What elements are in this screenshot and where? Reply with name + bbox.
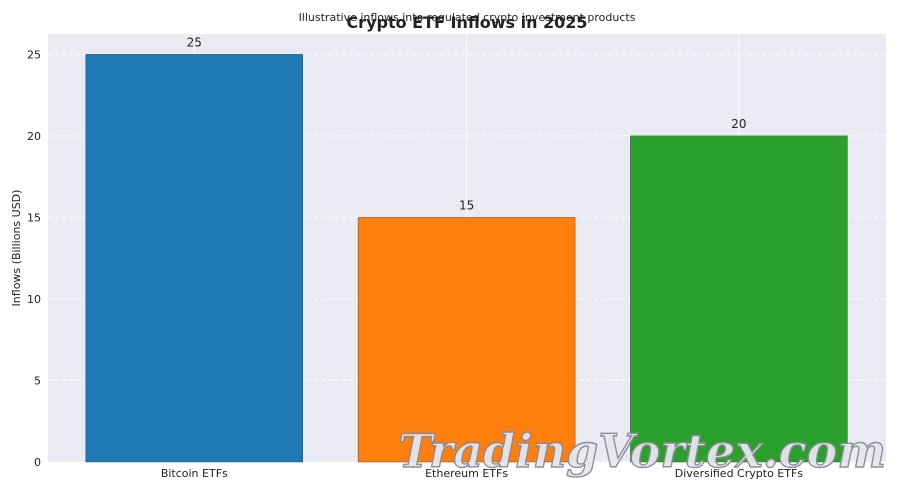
y-tick-label: 5 bbox=[34, 374, 41, 387]
chart-title: Crypto ETF Inflows in 2025 bbox=[346, 13, 587, 32]
bar-value-label: 15 bbox=[459, 198, 474, 212]
data-labels: 25 15 20 bbox=[187, 35, 747, 212]
x-tick-label: Diversified Crypto ETFs bbox=[675, 467, 804, 480]
y-tick-label: 20 bbox=[27, 130, 41, 143]
y-tick-label: 25 bbox=[27, 48, 41, 61]
x-axis-ticks: Bitcoin ETFs Ethereum ETFs Diversified Cry… bbox=[161, 467, 803, 480]
bar bbox=[357, 217, 576, 463]
chart-subtitle: Illustrative inflows into regulated cryp… bbox=[299, 11, 636, 24]
x-tick-label: Bitcoin ETFs bbox=[161, 467, 228, 480]
y-tick-label: 10 bbox=[27, 293, 41, 306]
bar-value-label: 25 bbox=[187, 35, 202, 49]
bars bbox=[85, 54, 848, 463]
y-axis-label: Inflows (Billions USD) bbox=[10, 190, 23, 307]
bar-value-label: 20 bbox=[731, 117, 746, 131]
y-axis-ticks: 0 5 10 15 20 25 bbox=[27, 48, 41, 469]
x-tick-label: Ethereum ETFs bbox=[425, 467, 508, 480]
bar bbox=[85, 54, 304, 463]
y-tick-label: 0 bbox=[34, 456, 41, 469]
watermark: TradingVortex.com bbox=[398, 424, 886, 478]
bar bbox=[630, 135, 848, 463]
y-tick-label: 15 bbox=[27, 211, 41, 224]
